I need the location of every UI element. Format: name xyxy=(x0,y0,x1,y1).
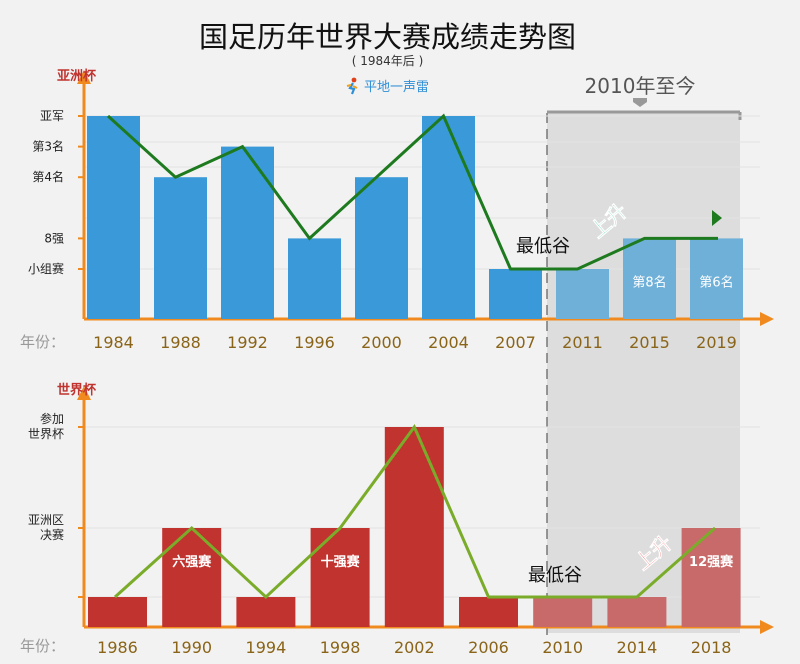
period-label: 2010年至今 xyxy=(585,74,696,98)
x-tick-label-bottom: 1986 xyxy=(97,638,138,657)
bar-wc-2014 xyxy=(607,597,667,627)
bar-asia-2004 xyxy=(422,116,475,319)
y-axis-arrow-bottom xyxy=(77,386,91,400)
bar-wc-2006 xyxy=(459,597,518,627)
x-tick-label-top: 1996 xyxy=(294,333,335,352)
bar-wc-2018 xyxy=(681,528,741,627)
annotation-lowest-wc: 最低谷 xyxy=(528,565,582,586)
x-tick-label-top: 2004 xyxy=(428,333,469,352)
trend-line-wc xyxy=(113,424,716,600)
trend-arrow-asia xyxy=(712,210,722,226)
bar-asia-2019 xyxy=(690,238,743,319)
bar-asia-2015 xyxy=(623,238,676,319)
chart-subtitle: ( 1984年后 ) xyxy=(351,54,424,68)
bar-wc-2002 xyxy=(384,427,444,627)
x-tick-label-top: 1992 xyxy=(227,333,268,352)
y-tick-label-top: 8强 xyxy=(44,231,64,245)
chart-title: 国足历年世界大赛成绩走势图 xyxy=(198,20,576,54)
bar-asia-2011 xyxy=(556,269,609,319)
bar-label-wc-1998: 十强赛 xyxy=(321,554,361,570)
bar-wc-1990 xyxy=(162,528,222,627)
bar-label-asia-2019: 第6名 xyxy=(699,274,733,290)
watermark-logo: 平地一声雷 xyxy=(344,76,429,95)
runner-icon xyxy=(346,77,358,94)
year-axis-label-bottom: 年份： xyxy=(20,637,65,655)
x-tick-label-top: 2011 xyxy=(562,333,603,352)
x-tick-label-bottom: 1998 xyxy=(320,638,361,657)
bar-asia-2007 xyxy=(489,269,542,319)
trend-line-asia xyxy=(106,113,718,271)
x-tick-label-bottom: 2014 xyxy=(617,638,658,657)
bar-wc-2010 xyxy=(533,597,593,627)
bar-wc-1994 xyxy=(236,597,296,627)
y-tick-label-bottom: 参加 xyxy=(40,411,64,426)
x-tick-label-top: 1988 xyxy=(160,333,201,352)
bar-asia-1988 xyxy=(154,177,207,319)
y-tick-label-bottom: 决赛 xyxy=(40,527,64,542)
x-axis-arrow-bottom xyxy=(760,620,774,634)
bar-label-asia-2015: 第8名 xyxy=(632,274,666,290)
y-tick-label-bottom: 世界杯 xyxy=(28,427,64,441)
x-tick-label-bottom: 2018 xyxy=(691,638,732,657)
x-tick-label-top: 1984 xyxy=(93,333,134,352)
bar-asia-1984 xyxy=(87,116,140,319)
x-tick-label-top: 2019 xyxy=(696,333,737,352)
x-tick-label-bottom: 2002 xyxy=(394,638,435,657)
year-axis-label-top: 年份： xyxy=(20,333,65,351)
bar-label-wc-1990: 六强赛 xyxy=(172,554,212,570)
x-tick-label-bottom: 2006 xyxy=(468,638,509,657)
y-axis-arrow-top xyxy=(77,70,91,84)
bar-label-wc-2018: 12强赛 xyxy=(689,554,734,570)
y-tick-label-top: 第4名 xyxy=(32,169,64,184)
x-tick-label-bottom: 2010 xyxy=(542,638,583,657)
annotation-lowest-asia: 最低谷 xyxy=(516,236,570,257)
y-tick-label-top: 第3名 xyxy=(32,139,64,154)
bar-asia-2000 xyxy=(355,177,408,319)
logo-text: 平地一声雷 xyxy=(364,80,430,95)
bar-asia-1992 xyxy=(221,146,274,319)
y-axis-title-bottom: 世界杯 xyxy=(57,382,97,398)
y-axis-title-top: 亚洲杯 xyxy=(57,68,97,84)
x-tick-label-top: 2000 xyxy=(361,333,402,352)
x-tick-label-bottom: 1990 xyxy=(171,638,212,657)
x-tick-label-top: 2007 xyxy=(495,333,536,352)
y-tick-label-top: 亚军 xyxy=(40,109,64,123)
x-tick-label-bottom: 1994 xyxy=(246,638,287,657)
y-tick-label-top: 小组赛 xyxy=(28,261,64,276)
y-tick-label-bottom: 亚洲区 xyxy=(28,513,64,527)
bar-wc-1986 xyxy=(88,597,147,627)
x-axis-arrow-top xyxy=(760,312,774,326)
bar-wc-1998 xyxy=(310,528,370,627)
period-marker-icon xyxy=(633,98,647,107)
bar-asia-1996 xyxy=(288,238,341,319)
x-tick-label-top: 2015 xyxy=(629,333,670,352)
